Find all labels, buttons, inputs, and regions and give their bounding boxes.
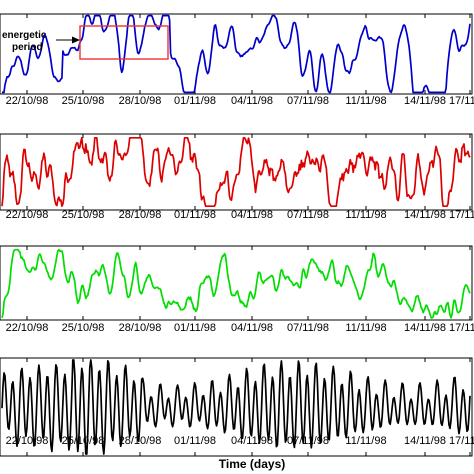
annotation-line1: energetic xyxy=(2,30,47,41)
panel-1-tick-label-8: 17/11/98 xyxy=(449,95,474,107)
panel-3-tick-label-3: 01/11/98 xyxy=(174,322,216,334)
annotation-layer: energetic period xyxy=(2,25,169,60)
panel-2-tick-label-1: 25/10/98 xyxy=(62,209,105,221)
panel-2-tick-label-4: 04/11/98 xyxy=(231,209,273,221)
panel-4-tick-label-7: 14/11/98 xyxy=(404,435,446,447)
panel-4-series-line xyxy=(1,359,471,455)
panel-3-tick-label-2: 28/10/98 xyxy=(119,322,162,334)
panel-1-tick-label-2: 28/10/98 xyxy=(119,95,162,107)
panel-4-tick-label-2: 28/10/98 xyxy=(119,435,162,447)
panel-2-tick-label-3: 01/11/98 xyxy=(174,209,216,221)
panel-2: 22/10/98 25/10/98 28/10/98 01/11/98 04/11/98… xyxy=(0,133,474,221)
panel-2-tick-label-5: 07/11/98 xyxy=(287,209,329,221)
panel-1-frame xyxy=(0,13,473,95)
panel-4-frame xyxy=(0,357,473,457)
panel-4-tick-label-4: 04/11/98 xyxy=(231,435,273,447)
panel-3-tick-label-7: 14/11/98 xyxy=(404,322,446,334)
panel-2-tick-label-8: 17/11/98 xyxy=(449,209,474,221)
panel-4-tick-label-0: 22/10/98 xyxy=(6,435,49,447)
panel-4-tick-label-8: 17/11/98 xyxy=(449,435,474,447)
energetic-period-box xyxy=(79,25,169,60)
panel-2-tick-label-6: 11/11/98 xyxy=(345,209,386,221)
panel-1-tick-label-1: 25/10/98 xyxy=(62,95,105,107)
panel-1-tick-label-5: 07/11/98 xyxy=(287,95,329,107)
panel-3-tick-label-8: 17/11/98 xyxy=(449,322,474,334)
panel-4-tick-label-6: 11/11/98 xyxy=(345,435,386,447)
panel-3-tick-label-6: 11/11/98 xyxy=(345,322,386,334)
panel-4-tick-label-5: 07/11/98 xyxy=(287,435,329,447)
panel-1-tick-label-0: 22/10/98 xyxy=(6,95,49,107)
panel-1-tick-label-6: 11/11/98 xyxy=(345,95,386,107)
panel-1-series-line xyxy=(2,14,471,94)
panel-1-tick-label-4: 04/11/98 xyxy=(231,95,273,107)
panel-2-tick-label-2: 28/10/98 xyxy=(119,209,162,221)
panels-layer: 22/10/98 25/10/98 28/10/98 01/11/98 04/11/98… xyxy=(0,13,474,457)
panel-3: 22/10/98 25/10/98 28/10/98 01/11/98 04/11/98… xyxy=(0,245,474,334)
x-axis-title: Time (days) xyxy=(219,457,285,471)
panel-4-tick-label-3: 01/11/98 xyxy=(174,435,216,447)
panel-3-frame xyxy=(0,245,473,321)
panel-3-tick-label-1: 25/10/98 xyxy=(62,322,105,334)
panel-1-tick-label-7: 14/11/98 xyxy=(404,95,446,107)
panel-3-tick-label-4: 04/11/98 xyxy=(231,322,273,334)
panel-3-series-line xyxy=(1,248,471,319)
panel-2-frame xyxy=(0,133,473,211)
annotation-arrowhead xyxy=(72,36,80,44)
panel-3-tick-label-5: 07/11/98 xyxy=(287,322,329,334)
panel-4: 22/10/98 25/10/98 28/10/98 01/11/98 04/11/98… xyxy=(0,357,474,457)
panel-1-tick-label-3: 01/11/98 xyxy=(174,95,216,107)
panel-1: 22/10/98 25/10/98 28/10/98 01/11/98 04/11/98… xyxy=(0,13,474,107)
panel-3-tick-label-0: 22/10/98 xyxy=(6,322,49,334)
panel-2-tick-label-7: 14/11/98 xyxy=(404,209,446,221)
panel-2-series-line xyxy=(1,136,471,208)
annotation-line2: period xyxy=(12,42,43,53)
panel-2-tick-label-0: 22/10/98 xyxy=(6,209,49,221)
